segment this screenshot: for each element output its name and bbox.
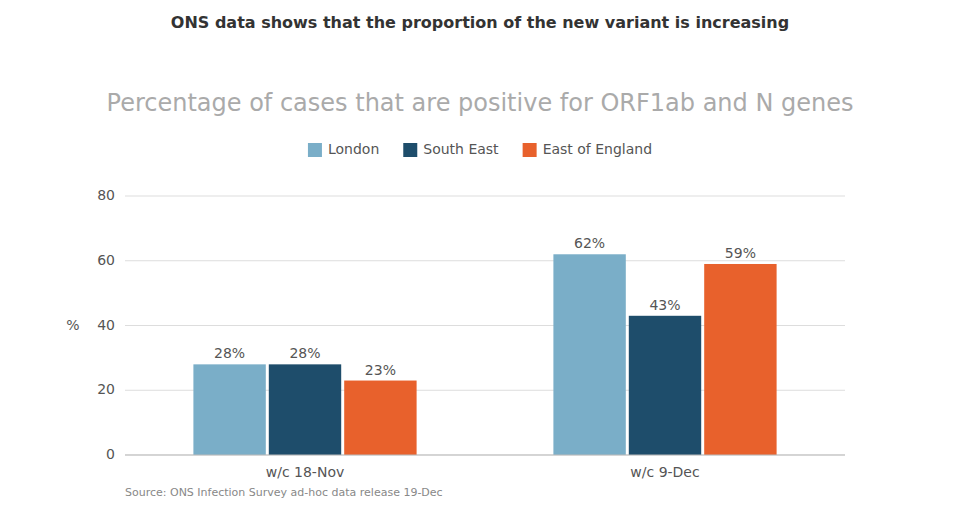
x-tick-label: w/c 9-Dec bbox=[630, 464, 699, 480]
grid bbox=[125, 196, 845, 455]
legend-swatch bbox=[523, 143, 537, 157]
title: ONS data shows that the proportion of th… bbox=[171, 13, 789, 32]
y-tick-label: 20 bbox=[97, 381, 115, 397]
legend-item: South East bbox=[403, 141, 499, 157]
legend-item: London bbox=[308, 141, 379, 157]
y-tick-label: 0 bbox=[106, 446, 115, 462]
chart-container: ONS data shows that the proportion of th… bbox=[0, 0, 960, 508]
bar bbox=[704, 264, 776, 455]
bars bbox=[193, 254, 776, 455]
bar bbox=[553, 254, 625, 455]
bar bbox=[269, 364, 341, 455]
x-axis-line bbox=[125, 455, 845, 456]
data-labels: 28% 28% 23% 62% 43% 59% bbox=[214, 235, 756, 377]
x-tick-label: w/c 18-Nov bbox=[266, 464, 345, 480]
y-tick-label: 80 bbox=[97, 187, 115, 203]
bar bbox=[629, 316, 701, 455]
bar bbox=[344, 381, 416, 455]
data-label: 59% bbox=[725, 245, 756, 261]
bar bbox=[193, 364, 265, 455]
y-axis-label: % bbox=[66, 317, 79, 333]
legend-label: London bbox=[328, 141, 379, 157]
legend-label: South East bbox=[423, 141, 499, 157]
legend: London South East East of England bbox=[308, 141, 652, 157]
grid-line bbox=[125, 455, 845, 456]
grid-line bbox=[125, 196, 845, 197]
data-label: 23% bbox=[365, 362, 396, 378]
source: Source: ONS Infection Survey ad-hoc data… bbox=[125, 486, 443, 499]
legend-item: East of England bbox=[523, 141, 652, 157]
data-label: 28% bbox=[214, 345, 245, 361]
legend-swatch bbox=[403, 143, 417, 157]
data-label: 43% bbox=[649, 297, 680, 313]
legend-label: East of England bbox=[543, 141, 652, 157]
legend-swatch bbox=[308, 143, 322, 157]
y-tick-label: 40 bbox=[97, 317, 115, 333]
subtitle: Percentage of cases that are positive fo… bbox=[107, 89, 854, 117]
data-label: 62% bbox=[574, 235, 605, 251]
data-label: 28% bbox=[289, 345, 320, 361]
y-tick-label: 60 bbox=[97, 252, 115, 268]
chart: ONS data shows that the proportion of th… bbox=[0, 0, 960, 508]
